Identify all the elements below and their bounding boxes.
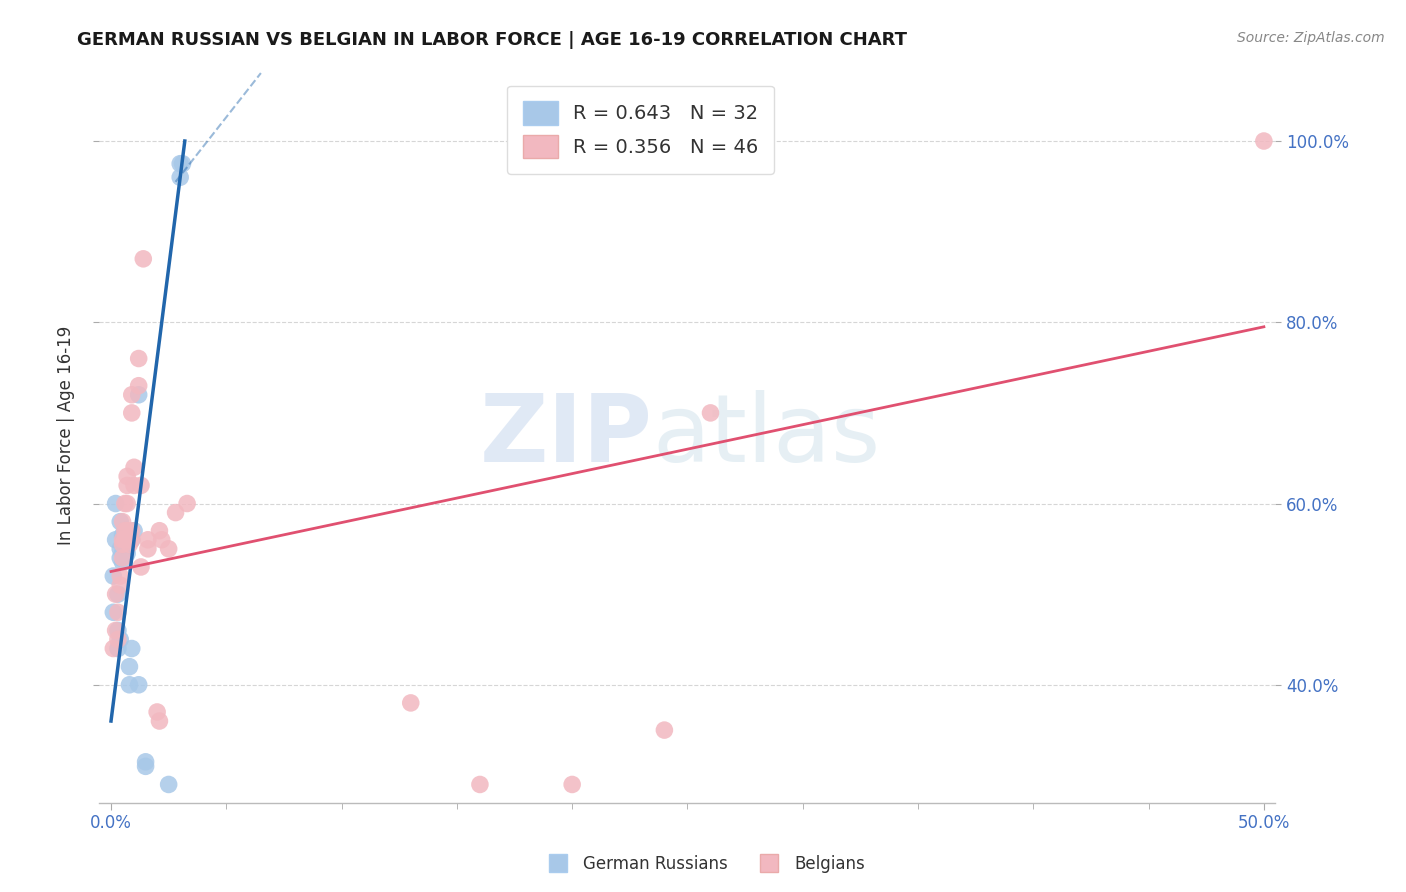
Point [165, 506, 187, 520]
Text: atlas: atlas [652, 390, 880, 482]
Point [104, 587, 127, 601]
Point [118, 678, 141, 692]
Point [118, 659, 141, 673]
Point [169, 170, 191, 185]
Point [121, 524, 143, 538]
Point [121, 406, 143, 420]
Point [122, 460, 145, 475]
Point [157, 541, 180, 556]
Point [176, 496, 198, 510]
Point [114, 533, 136, 547]
Point [150, 533, 173, 547]
Legend: R = 0.643   N = 32, R = 0.356   N = 46: R = 0.643 N = 32, R = 0.356 N = 46 [508, 86, 773, 174]
Point [129, 560, 152, 574]
Point [111, 537, 134, 551]
Point [128, 378, 150, 392]
Point [115, 496, 138, 510]
Point [136, 541, 159, 556]
Point [110, 550, 132, 565]
Point [114, 537, 136, 551]
Point [111, 546, 134, 560]
Point [115, 524, 138, 538]
Point [121, 388, 143, 402]
Point [104, 533, 127, 547]
Point [115, 478, 138, 492]
Y-axis label: In Labor Force | Age 16-19: In Labor Force | Age 16-19 [58, 326, 75, 545]
Point [122, 524, 145, 538]
Point [128, 388, 150, 402]
Point [114, 528, 136, 542]
Point [115, 528, 138, 542]
Point [104, 496, 127, 510]
Point [103, 569, 125, 583]
Point [114, 524, 136, 538]
Point [103, 641, 125, 656]
Point [121, 533, 143, 547]
Point [146, 705, 169, 719]
Point [103, 605, 125, 619]
Point [110, 515, 132, 529]
Point [129, 478, 152, 492]
Point [561, 777, 583, 791]
Point [148, 524, 170, 538]
Point [107, 632, 129, 647]
Text: GERMAN RUSSIAN VS BELGIAN IN LABOR FORCE | AGE 16-19 CORRELATION CHART: GERMAN RUSSIAN VS BELGIAN IN LABOR FORCE… [77, 31, 907, 49]
Point [115, 546, 138, 560]
Point [111, 528, 134, 542]
Point [111, 546, 134, 560]
Point [1253, 134, 1275, 148]
Point [654, 723, 676, 737]
Point [104, 624, 127, 638]
Point [121, 641, 143, 656]
Point [128, 351, 150, 366]
Point [110, 541, 132, 556]
Point [148, 714, 170, 728]
Point [111, 515, 134, 529]
Point [118, 537, 141, 551]
Text: Source: ZipAtlas.com: Source: ZipAtlas.com [1237, 31, 1385, 45]
Text: ZIP: ZIP [479, 390, 652, 482]
Point [110, 578, 132, 592]
Point [115, 469, 138, 483]
Point [111, 533, 134, 547]
Point [399, 696, 422, 710]
Point [468, 777, 491, 791]
Point [128, 678, 150, 692]
Point [118, 533, 141, 547]
Point [114, 496, 136, 510]
Point [172, 156, 194, 170]
Point [111, 550, 134, 565]
Point [157, 777, 180, 791]
Point [135, 759, 157, 773]
Point [110, 569, 132, 583]
Point [122, 478, 145, 492]
Point [107, 605, 129, 619]
Point [107, 587, 129, 601]
Point [121, 533, 143, 547]
Point [169, 156, 191, 170]
Point [107, 641, 129, 656]
Legend: German Russians, Belgians: German Russians, Belgians [534, 848, 872, 880]
Point [132, 252, 155, 266]
Point [136, 533, 159, 547]
Point [107, 624, 129, 638]
Point [699, 406, 721, 420]
Point [111, 556, 134, 570]
Point [135, 755, 157, 769]
Point [110, 632, 132, 647]
